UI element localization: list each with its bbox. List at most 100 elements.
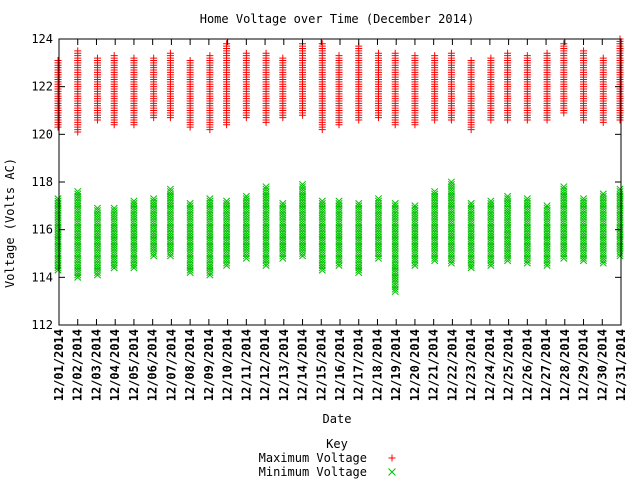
minimum-voltage-points-4 xyxy=(110,204,118,272)
legend-entry-marker xyxy=(388,468,396,476)
legend-title: Key xyxy=(326,437,348,451)
x-tick-label: 12/17/2014 xyxy=(352,329,366,401)
minimum-voltage-points-31 xyxy=(616,185,624,260)
maximum-voltage-points-24 xyxy=(487,54,495,124)
x-tick-label: 12/19/2014 xyxy=(389,329,403,401)
minimum-voltage-points-18 xyxy=(374,195,383,262)
x-tick-label: 12/24/2014 xyxy=(483,329,497,401)
x-tick-label: 12/11/2014 xyxy=(239,329,253,401)
maximum-voltage-points-11 xyxy=(242,49,250,122)
minimum-voltage-points-27 xyxy=(543,202,551,269)
minimum-voltage-points-21 xyxy=(431,187,439,265)
minimum-voltage-points-25 xyxy=(504,192,512,265)
minimum-voltage-points-24 xyxy=(487,197,495,269)
x-tick-label: 12/09/2014 xyxy=(202,329,216,401)
maximum-voltage-points-6 xyxy=(150,54,158,122)
minimum-voltage-points-15 xyxy=(318,197,326,274)
maximum-voltage-points-26 xyxy=(523,52,531,124)
x-tick-label: 12/15/2014 xyxy=(314,329,328,401)
minimum-voltage-points-3 xyxy=(93,204,102,279)
minimum-voltage-points-17 xyxy=(355,199,363,277)
x-axis-label: Date xyxy=(323,412,352,426)
x-tick-label: 12/08/2014 xyxy=(183,329,197,401)
minimum-voltage-points-9 xyxy=(206,195,214,279)
maximum-voltage-points-5 xyxy=(130,54,138,129)
maximum-voltage-points-27 xyxy=(543,49,551,124)
x-tick-label: 12/04/2014 xyxy=(108,329,122,401)
maximum-voltage-points-23 xyxy=(467,56,475,134)
x-tick-label: 12/12/2014 xyxy=(258,329,272,401)
y-tick-label: 112 xyxy=(31,318,53,332)
minimum-voltage-points-2 xyxy=(74,187,82,281)
x-tick-label: 12/07/2014 xyxy=(164,329,178,401)
maximum-voltage-points-28 xyxy=(560,40,568,117)
minimum-voltage-points-11 xyxy=(242,192,250,262)
y-axis-label: Voltage (Volts AC) xyxy=(3,158,17,288)
maximum-voltage-points-4 xyxy=(110,52,118,129)
x-tick-label: 12/05/2014 xyxy=(127,329,141,401)
minimum-voltage-points-1 xyxy=(54,195,62,274)
y-tick-label: 116 xyxy=(31,223,53,237)
maximum-voltage-points-30 xyxy=(599,54,607,126)
x-tick-label: 12/16/2014 xyxy=(333,329,347,401)
maximum-voltage-points-1 xyxy=(54,56,62,131)
minimum-voltage-points-28 xyxy=(560,183,568,262)
maximum-voltage-points-19 xyxy=(391,49,399,129)
minimum-voltage-points-13 xyxy=(279,199,287,262)
x-tick-label: 12/27/2014 xyxy=(539,329,553,401)
minimum-voltage-points-16 xyxy=(335,197,343,269)
maximum-voltage-points-2 xyxy=(74,47,82,136)
minimum-voltage-points-8 xyxy=(186,199,194,277)
minimum-voltage-points-22 xyxy=(447,178,455,267)
maximum-voltage-points-18 xyxy=(374,49,382,122)
maximum-voltage-points-25 xyxy=(504,49,512,124)
minimum-voltage-points-20 xyxy=(411,202,419,269)
y-tick-label: 114 xyxy=(31,270,53,284)
maximum-voltage-points-9 xyxy=(206,52,214,134)
maximum-voltage-points-14 xyxy=(299,40,307,119)
x-tick-label: 12/14/2014 xyxy=(296,329,310,401)
maximum-voltage-points-8 xyxy=(186,56,194,131)
x-tick-label: 12/21/2014 xyxy=(427,329,441,401)
minimum-voltage-points-6 xyxy=(150,195,158,260)
minimum-voltage-points-5 xyxy=(130,197,138,272)
minimum-voltage-points-19 xyxy=(391,199,399,296)
maximum-voltage-points-10 xyxy=(223,40,231,129)
x-tick-label: 12/10/2014 xyxy=(221,329,235,401)
plot-area: 112 114 116 118 120 122 124 12/01/2014 12/02/201… xyxy=(31,32,628,401)
minimum-voltage-points-30 xyxy=(599,190,607,267)
y-tick-label: 120 xyxy=(31,127,53,141)
x-tick-label: 12/18/2014 xyxy=(370,329,384,401)
minimum-voltage-points-10 xyxy=(223,197,231,269)
x-tick-label: 12/13/2014 xyxy=(277,329,291,401)
y-tick-label: 124 xyxy=(31,32,53,46)
x-tick-label: 12/25/2014 xyxy=(502,329,516,401)
maximum-voltage-points-17 xyxy=(355,42,363,124)
maximum-voltage-points-3 xyxy=(93,54,101,124)
minimum-voltage-points-23 xyxy=(467,199,475,272)
maximum-voltage-points-29 xyxy=(580,47,588,124)
x-tick-label: 12/06/2014 xyxy=(146,329,160,401)
x-tick-label: 12/01/2014 xyxy=(52,329,66,401)
x-tick-label: 12/02/2014 xyxy=(71,329,85,401)
minimum-voltage-points-12 xyxy=(262,183,270,269)
maximum-voltage-points-7 xyxy=(166,49,174,122)
maximum-voltage-points-21 xyxy=(431,52,439,124)
x-tick-label: 12/20/2014 xyxy=(408,329,422,401)
legend-entry-label: Minimum Voltage xyxy=(259,465,367,479)
y-tick-label: 118 xyxy=(31,175,53,189)
maximum-voltage-points-13 xyxy=(279,54,287,122)
x-tick-label: 12/28/2014 xyxy=(558,329,572,401)
x-tick-label: 12/29/2014 xyxy=(577,329,591,401)
x-tick-label: 12/23/2014 xyxy=(464,329,478,401)
maximum-voltage-points-12 xyxy=(262,49,270,126)
legend-entry-label: Maximum Voltage xyxy=(259,451,367,465)
chart-title: Home Voltage over Time (December 2014) xyxy=(200,12,475,26)
maximum-voltage-points-22 xyxy=(447,49,455,124)
y-tick-label: 122 xyxy=(31,80,53,94)
x-tick-label: 12/31/2014 xyxy=(614,329,628,401)
maximum-voltage-points-16 xyxy=(335,52,343,129)
maximum-voltage-points-15 xyxy=(318,40,326,134)
